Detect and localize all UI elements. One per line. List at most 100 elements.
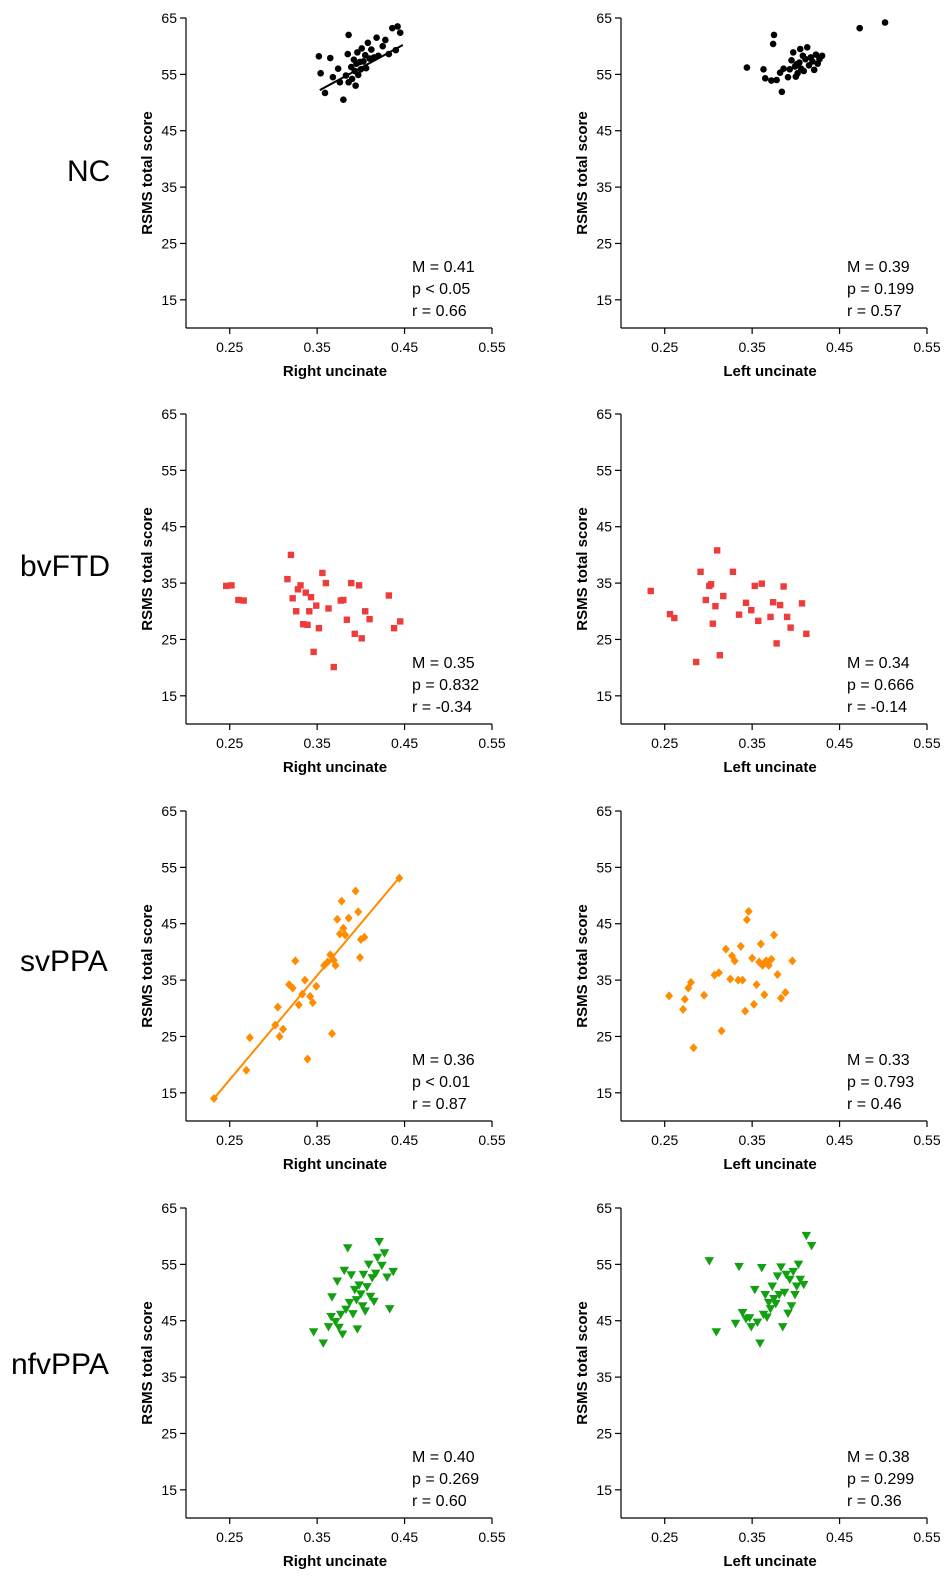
y-tick-label: 35: [596, 575, 612, 591]
y-tick-label: 35: [161, 575, 177, 591]
data-point: [360, 1307, 371, 1316]
y-tick-label: 15: [596, 1085, 612, 1101]
x-tick-label: 0.35: [739, 339, 766, 355]
x-axis-title: Left uncinate: [723, 1156, 816, 1173]
data-point: [796, 45, 804, 53]
x-tick-label: 0.25: [651, 735, 678, 751]
data-point: [787, 624, 794, 631]
data-point: [348, 75, 356, 83]
data-point: [707, 581, 715, 588]
data-point: [365, 1292, 376, 1302]
data-point: [730, 956, 739, 966]
data-point: [382, 36, 389, 44]
data-point: [762, 1313, 772, 1322]
x-axis-title: Left uncinate: [723, 759, 816, 776]
data-point: [385, 592, 393, 599]
data-point: [800, 67, 808, 75]
data-point: [856, 24, 863, 32]
y-tick-label: 65: [596, 1200, 612, 1216]
data-point: [385, 50, 393, 58]
y-tick-label: 55: [596, 462, 612, 478]
data-point: [354, 907, 363, 917]
stat-line: p < 0.01: [412, 1074, 470, 1091]
data-point: [355, 953, 364, 963]
data-point: [758, 580, 765, 587]
data-point: [367, 1274, 378, 1283]
x-tick-label: 0.45: [391, 1132, 418, 1148]
data-point: [331, 960, 340, 970]
data-point: [360, 58, 367, 65]
data-point: [784, 73, 792, 81]
x-tick-label: 0.45: [826, 1529, 853, 1545]
data-point: [340, 596, 347, 604]
data-point: [749, 1285, 760, 1295]
row-label-bvftd: bvFTD: [20, 550, 110, 583]
stat-line: M = 0.40: [412, 1449, 475, 1466]
y-tick-label: 55: [161, 1256, 177, 1272]
data-point: [354, 1281, 364, 1290]
y-tick-label: 45: [596, 123, 612, 139]
x-tick-label: 0.55: [913, 1132, 940, 1148]
data-point: [354, 71, 362, 79]
x-tick-label: 0.35: [304, 1132, 331, 1148]
data-point: [292, 608, 300, 615]
data-point: [334, 65, 342, 73]
panel-nfvppa-right: 15 25 35 45 55 65 0.25 0.35 0.45 0.55 Right uncina…: [139, 1200, 506, 1570]
data-point: [770, 1300, 781, 1309]
data-point: [734, 975, 743, 985]
stat-line: M = 0.36: [412, 1052, 475, 1069]
data-point: [284, 575, 291, 583]
panel-nc-right: 15 25 35 45 55 65 0.25 0.35 0.45 0.55 Right uncina…: [139, 10, 506, 380]
data-point: [323, 1323, 334, 1332]
data-point: [783, 1309, 793, 1318]
data-point: [726, 974, 735, 984]
row-label-nfvppa: nfvPPA: [11, 1348, 109, 1381]
data-point: [344, 50, 352, 58]
data-point: [374, 1238, 385, 1247]
data-point: [308, 998, 317, 1008]
y-axis-title: RSMS total score: [139, 507, 156, 630]
x-tick-label: 0.45: [826, 339, 853, 355]
y-tick-label: 15: [596, 292, 612, 308]
stat-line: p = 0.832: [412, 677, 479, 694]
data-point: [396, 29, 404, 36]
panel-svppa-left: 15 25 35 45 55 65 0.25 0.35 0.45 0.55 Left uncinat…: [574, 803, 941, 1173]
y-tick-label: 45: [596, 519, 612, 535]
panel-bvftd-right: 15 25 35 45 55 65 0.25 0.35 0.45 0.55 Right uncina…: [139, 406, 506, 776]
data-point: [773, 76, 780, 84]
x-tick-label: 0.55: [913, 735, 940, 751]
data-point: [742, 915, 751, 925]
data-point: [319, 569, 326, 577]
data-point: [748, 953, 757, 963]
x-tick-label: 0.25: [651, 339, 678, 355]
data-point: [392, 46, 400, 54]
stat-line: r = 0.46: [847, 1096, 902, 1113]
data-point: [881, 19, 889, 26]
data-point: [343, 616, 351, 623]
y-tick-label: 65: [596, 803, 612, 819]
data-point: [689, 1043, 698, 1053]
data-point: [746, 1323, 757, 1332]
data-point: [372, 1253, 383, 1263]
data-point: [340, 96, 347, 104]
data-point: [356, 1290, 366, 1299]
data-point: [337, 896, 346, 906]
data-point: [377, 1261, 387, 1271]
data-point: [384, 1305, 395, 1314]
data-point: [795, 1275, 806, 1285]
data-point: [339, 923, 348, 933]
data-point: [783, 613, 791, 621]
data-point: [315, 624, 323, 632]
data-point: [288, 983, 297, 993]
data-point: [773, 969, 782, 979]
stat-line: p = 0.199: [847, 281, 914, 298]
data-point: [751, 582, 758, 590]
data-point: [389, 24, 396, 32]
data-point: [289, 595, 296, 602]
y-tick-label: 35: [596, 972, 612, 988]
data-point: [313, 602, 320, 609]
data-point: [791, 1282, 802, 1291]
x-tick-label: 0.45: [826, 1132, 853, 1148]
y-tick-label: 45: [161, 1313, 177, 1329]
